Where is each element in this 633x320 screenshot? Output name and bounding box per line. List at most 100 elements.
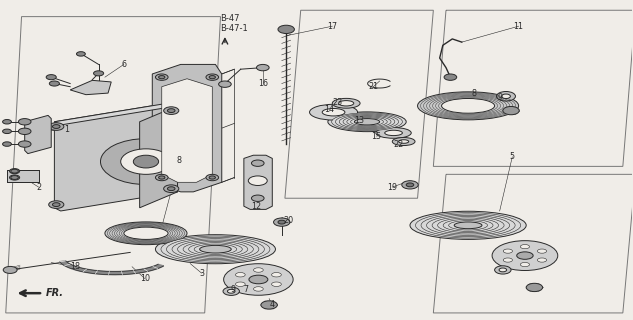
- Circle shape: [3, 120, 11, 124]
- Polygon shape: [261, 305, 269, 308]
- Text: 19: 19: [387, 183, 398, 192]
- Ellipse shape: [332, 98, 360, 108]
- Ellipse shape: [520, 262, 530, 267]
- Polygon shape: [534, 284, 542, 287]
- Text: 17: 17: [327, 22, 337, 31]
- Circle shape: [209, 76, 215, 79]
- Circle shape: [18, 128, 31, 134]
- Polygon shape: [503, 111, 511, 114]
- Text: 22: 22: [394, 140, 404, 148]
- Ellipse shape: [328, 112, 406, 132]
- Ellipse shape: [494, 266, 511, 274]
- Ellipse shape: [517, 252, 533, 259]
- Circle shape: [18, 119, 31, 125]
- Ellipse shape: [332, 113, 403, 131]
- Ellipse shape: [503, 258, 513, 262]
- Text: 11: 11: [513, 22, 523, 31]
- Circle shape: [53, 203, 60, 206]
- Text: B-47: B-47: [220, 14, 239, 23]
- Text: 1: 1: [65, 125, 70, 134]
- Text: 20: 20: [283, 216, 293, 225]
- Circle shape: [156, 174, 168, 181]
- Circle shape: [9, 175, 20, 180]
- Text: 6: 6: [122, 60, 127, 69]
- Circle shape: [77, 52, 85, 56]
- Circle shape: [273, 218, 290, 226]
- Ellipse shape: [227, 289, 235, 293]
- Polygon shape: [54, 103, 177, 125]
- Circle shape: [209, 176, 215, 179]
- Polygon shape: [54, 103, 177, 211]
- Ellipse shape: [156, 235, 275, 264]
- Circle shape: [278, 25, 294, 34]
- Text: 3: 3: [199, 268, 204, 278]
- Ellipse shape: [351, 118, 384, 126]
- Polygon shape: [153, 64, 222, 192]
- Ellipse shape: [166, 237, 265, 261]
- Text: FR.: FR.: [46, 288, 64, 298]
- Polygon shape: [526, 284, 534, 287]
- Ellipse shape: [189, 243, 242, 256]
- Circle shape: [168, 187, 175, 191]
- Polygon shape: [269, 301, 277, 305]
- Bar: [7, 170, 39, 182]
- Ellipse shape: [235, 282, 245, 286]
- Polygon shape: [269, 305, 277, 308]
- Circle shape: [248, 176, 267, 186]
- Ellipse shape: [194, 244, 237, 254]
- Ellipse shape: [124, 227, 168, 239]
- Circle shape: [11, 176, 18, 180]
- Ellipse shape: [161, 236, 270, 262]
- Text: 15: 15: [372, 132, 382, 140]
- Circle shape: [49, 201, 64, 208]
- Ellipse shape: [432, 217, 504, 234]
- Text: 21: 21: [368, 82, 379, 91]
- Ellipse shape: [339, 115, 395, 129]
- Circle shape: [53, 124, 60, 128]
- Polygon shape: [244, 155, 272, 209]
- Text: 10: 10: [140, 274, 149, 283]
- Polygon shape: [25, 116, 51, 154]
- Ellipse shape: [335, 114, 399, 130]
- Circle shape: [168, 109, 175, 113]
- Ellipse shape: [339, 100, 354, 106]
- Text: 13: 13: [354, 116, 364, 125]
- Text: 14: 14: [324, 105, 334, 114]
- Circle shape: [46, 75, 56, 80]
- Ellipse shape: [376, 128, 411, 138]
- Ellipse shape: [392, 138, 415, 146]
- Text: 8: 8: [177, 156, 182, 164]
- Circle shape: [256, 64, 269, 71]
- Circle shape: [206, 74, 218, 80]
- Text: 2: 2: [36, 183, 41, 192]
- Polygon shape: [265, 305, 273, 308]
- Circle shape: [164, 107, 179, 115]
- Ellipse shape: [454, 222, 482, 229]
- Ellipse shape: [101, 139, 191, 185]
- Ellipse shape: [496, 92, 515, 101]
- Circle shape: [94, 71, 104, 76]
- Polygon shape: [60, 261, 163, 275]
- Ellipse shape: [443, 219, 493, 231]
- Ellipse shape: [272, 273, 281, 277]
- Ellipse shape: [172, 239, 259, 260]
- Ellipse shape: [254, 268, 263, 272]
- Polygon shape: [261, 301, 269, 305]
- Text: 23: 23: [332, 98, 342, 107]
- Ellipse shape: [442, 99, 494, 113]
- Ellipse shape: [520, 244, 530, 249]
- Ellipse shape: [503, 249, 513, 253]
- Ellipse shape: [437, 218, 499, 233]
- Circle shape: [444, 74, 457, 80]
- Ellipse shape: [499, 268, 506, 272]
- Text: 9: 9: [497, 93, 502, 102]
- Circle shape: [406, 183, 414, 187]
- Ellipse shape: [421, 214, 515, 237]
- Text: 7: 7: [243, 284, 248, 293]
- Circle shape: [402, 181, 418, 189]
- Polygon shape: [507, 111, 515, 114]
- Circle shape: [206, 174, 218, 181]
- Text: 16: 16: [258, 79, 268, 88]
- Text: 9: 9: [230, 284, 235, 293]
- Polygon shape: [530, 284, 539, 287]
